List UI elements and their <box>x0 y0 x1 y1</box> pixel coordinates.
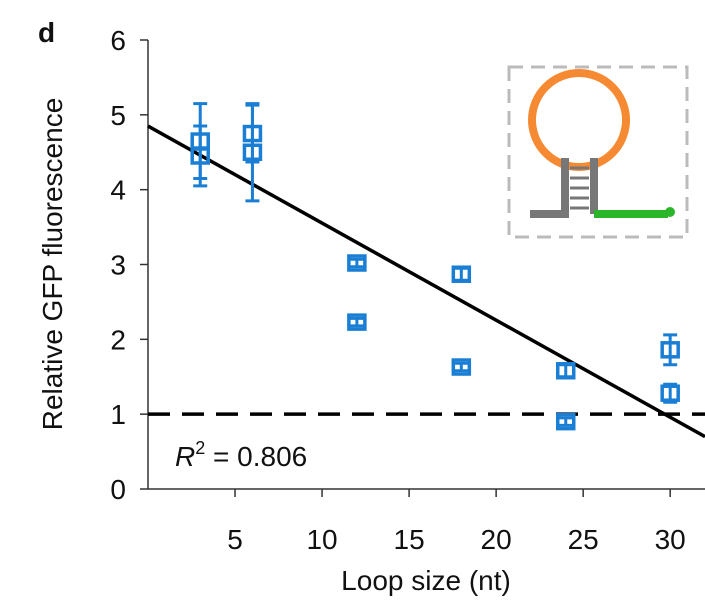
x-tick-label: 15 <box>394 524 425 555</box>
y-tick-label: 0 <box>110 474 126 505</box>
marker <box>347 313 367 331</box>
y-axis-label: Relative GFP fluorescence <box>37 98 68 431</box>
x-tick-label: 10 <box>306 524 337 555</box>
data-point <box>660 382 680 404</box>
tail-end <box>665 207 675 217</box>
marker <box>242 143 263 161</box>
y-tick-label: 3 <box>110 250 126 281</box>
marker <box>660 384 680 402</box>
marker <box>556 412 576 431</box>
data-point <box>451 265 472 283</box>
marker <box>660 341 680 359</box>
error-bar <box>663 333 678 367</box>
error-bar <box>245 102 260 203</box>
fit-line <box>147 124 705 439</box>
y-tick-label: 1 <box>110 399 126 430</box>
data-point <box>556 412 576 431</box>
data-point <box>190 124 210 188</box>
data-point <box>347 254 367 272</box>
data-point <box>242 102 263 203</box>
x-tick-label: 30 <box>655 524 686 555</box>
marker <box>347 254 367 272</box>
inset-frame <box>507 65 689 239</box>
annotation: R2 = 0.806 <box>175 438 307 472</box>
annotation-base: R <box>175 441 195 472</box>
error-bar <box>349 316 364 328</box>
data-point <box>347 313 367 331</box>
error-bar <box>558 416 573 427</box>
x-tick-label: 25 <box>568 524 599 555</box>
marker <box>451 265 472 283</box>
x-tick-label: 5 <box>227 524 243 555</box>
error-bar <box>558 363 573 379</box>
error-bar <box>454 266 469 282</box>
data-point <box>451 358 472 376</box>
panel-label: d <box>38 17 55 48</box>
loop <box>528 69 630 171</box>
marker <box>556 362 576 380</box>
y-tick-label: 5 <box>110 100 126 131</box>
error-bar <box>193 124 208 188</box>
marker <box>190 147 210 165</box>
y-tick-label: 2 <box>110 324 126 355</box>
x-tick-label: 20 <box>481 524 512 555</box>
data-point <box>556 362 576 380</box>
base-pairs <box>570 166 589 210</box>
x-axis-label: Loop size (nt) <box>341 565 511 596</box>
y-tick-label: 4 <box>110 175 126 206</box>
y-tick-label: 6 <box>110 25 126 56</box>
error-bar <box>349 257 364 269</box>
inset-diagram <box>507 65 689 239</box>
data-point <box>660 333 680 367</box>
annotation-rest: = 0.806 <box>205 441 307 472</box>
marker <box>451 358 472 376</box>
annotation-sup: 2 <box>195 438 205 458</box>
stem <box>530 158 598 218</box>
error-bar <box>454 361 469 373</box>
